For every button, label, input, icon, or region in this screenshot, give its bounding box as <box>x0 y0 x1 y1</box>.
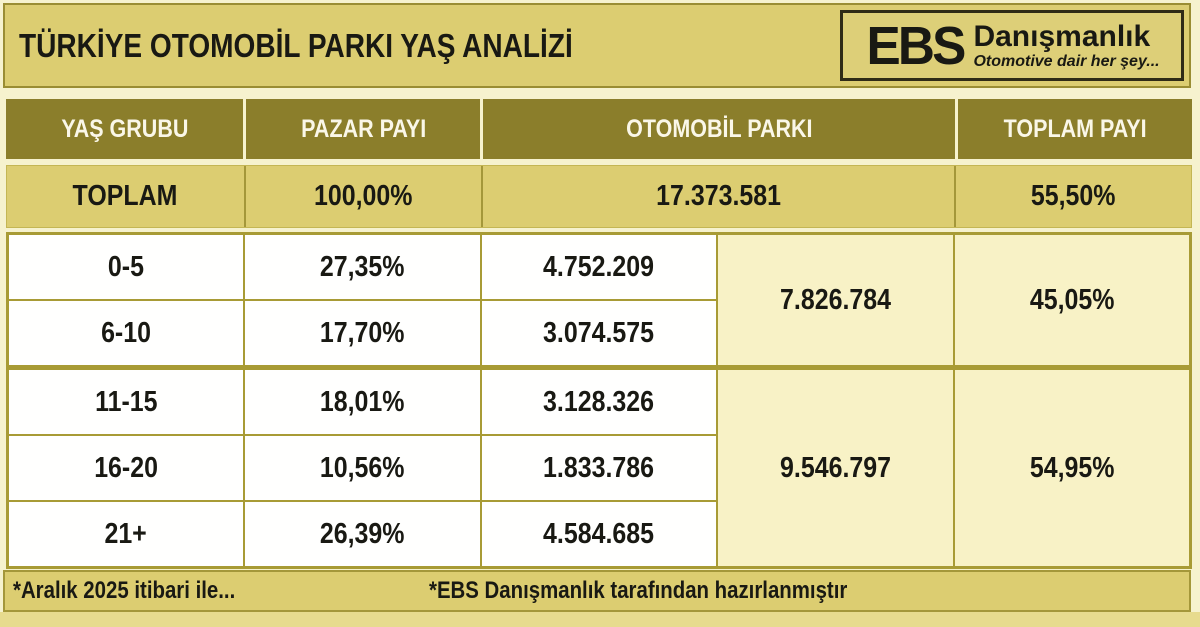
cell-group2-share-total: 54,95% <box>952 365 1192 569</box>
cell-group1-share-total: 45,05% <box>952 232 1192 369</box>
table-row: 6-10 17,70% 3.074.575 <box>6 299 1191 369</box>
title-bar: TÜRKİYE OTOMOBİL PARKI YAŞ ANALİZİ EBS D… <box>3 3 1191 88</box>
footer-note-date: *Aralık 2025 itibari ile... <box>13 577 236 604</box>
footer-note-source: *EBS Danışmanlık tarafından hazırlanmışt… <box>429 577 848 604</box>
cell-share-3: 10,56% <box>243 434 482 502</box>
cell-park-2: 3.128.326 <box>479 365 719 436</box>
header-age-group: YAŞ GRUBU <box>61 114 189 143</box>
cell-share-2: 18,01% <box>243 365 482 436</box>
footer-bar: *Aralık 2025 itibari ile... *EBS Danışma… <box>3 570 1191 612</box>
cell-age-1: 6-10 <box>6 299 246 369</box>
header-car-park: OTOMOBİL PARKI <box>480 99 954 159</box>
table-row: 21+ 26,39% 4.584.685 <box>6 500 1191 569</box>
table-row: 0-5 27,35% 4.752.209 7.826.784 45,05% <box>6 232 1192 369</box>
bottom-strip <box>0 612 1200 627</box>
cell-park-0: 4.752.209 <box>479 232 719 301</box>
ebs-logo-abbr: EBS <box>866 15 967 76</box>
age-analysis-table: 0-5 27,35% 4.752.209 7.826.784 45,05% 6-… <box>6 232 1192 569</box>
total-car-park: 17.373.581 <box>480 166 955 227</box>
ebs-logo-name: Danışmanlık <box>973 19 1151 53</box>
cell-park-3: 1.833.786 <box>479 434 719 502</box>
cell-park-1: 3.074.575 <box>479 299 719 369</box>
cell-share-4: 26,39% <box>243 500 482 569</box>
cell-group1-park-total: 7.826.784 <box>716 232 955 369</box>
table-header-row: YAŞ GRUBU PAZAR PAYI OTOMOBİL PARKI TOPL… <box>6 99 1192 159</box>
total-total-share: 55,50% <box>954 166 1191 227</box>
cell-share-1: 17,70% <box>243 299 482 369</box>
total-label: TOPLAM <box>72 180 178 212</box>
table-row: 16-20 10,56% 1.833.786 <box>6 434 1191 502</box>
cell-group2-park-total: 9.546.797 <box>716 365 955 569</box>
total-row: TOPLAM 100,00% 17.373.581 55,50% <box>6 165 1192 228</box>
total-market-share: 100,00% <box>243 166 481 227</box>
cell-age-0: 0-5 <box>6 232 246 301</box>
cell-share-0: 27,35% <box>243 232 482 301</box>
ebs-logo-right: Danışmanlık Otomotive dair her şey... <box>973 19 1160 70</box>
page-title: TÜRKİYE OTOMOBİL PARKI YAŞ ANALİZİ <box>19 27 671 65</box>
cell-age-4: 21+ <box>6 500 246 569</box>
cell-age-3: 16-20 <box>6 434 246 502</box>
table-row: 11-15 18,01% 3.128.326 9.546.797 54,95% <box>6 365 1192 569</box>
cell-park-4: 4.584.685 <box>479 500 719 569</box>
header-total-share: TOPLAM PAYI <box>954 99 1192 159</box>
ebs-logo: EBS Danışmanlık Otomotive dair her şey..… <box>840 10 1184 81</box>
page-title-text: TÜRKİYE OTOMOBİL PARKI YAŞ ANALİZİ <box>19 26 573 64</box>
header-market-share: PAZAR PAYI <box>243 99 480 159</box>
ebs-logo-tagline: Otomotive dair her şey... <box>973 52 1160 70</box>
cell-age-2: 11-15 <box>6 365 246 436</box>
